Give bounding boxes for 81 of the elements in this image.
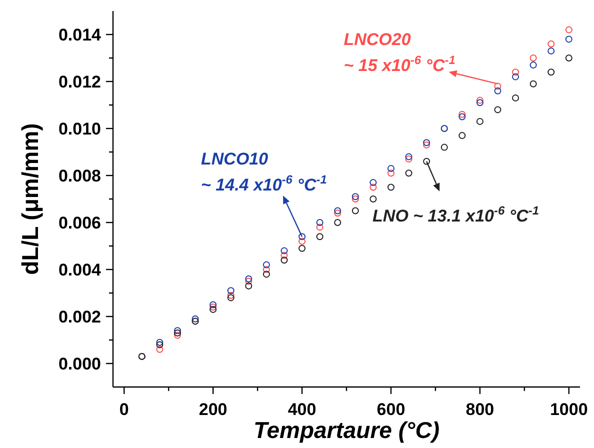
point xyxy=(530,80,537,88)
point xyxy=(192,315,199,322)
point xyxy=(227,292,234,299)
annotation: LNCO20 ~ 15 x10$^{-6}$ °C$^{-1}$ xyxy=(344,30,456,75)
point xyxy=(156,346,164,353)
point xyxy=(423,158,430,165)
point xyxy=(227,294,234,302)
point xyxy=(334,219,342,226)
point xyxy=(227,287,234,294)
y-tick-label: 0.002 xyxy=(58,308,101,326)
point xyxy=(210,301,217,308)
point xyxy=(298,238,306,245)
y-tick-label: 0.004 xyxy=(58,260,102,280)
point xyxy=(476,96,484,104)
point xyxy=(565,54,572,62)
point xyxy=(565,26,572,34)
point xyxy=(494,82,502,90)
point xyxy=(316,224,324,231)
x-tick-label: 200 xyxy=(198,400,228,419)
point xyxy=(548,47,555,54)
point xyxy=(316,233,324,240)
point xyxy=(262,270,270,278)
y-tick-label: 0.014 xyxy=(58,26,102,44)
y-tick-label: 0.006 xyxy=(58,214,101,232)
point xyxy=(405,170,412,177)
point xyxy=(530,54,537,62)
point xyxy=(352,196,359,202)
point xyxy=(494,106,502,114)
point xyxy=(387,184,394,191)
point xyxy=(298,233,306,240)
x-tick-label: 400 xyxy=(288,400,316,419)
point xyxy=(262,266,270,273)
y-axis-title: dL/L (μm/mm) xyxy=(17,123,44,275)
point xyxy=(156,341,164,348)
point xyxy=(530,62,537,69)
point xyxy=(387,170,394,177)
point xyxy=(512,73,520,80)
point xyxy=(458,113,466,120)
y-tick-label: 0.012 xyxy=(58,72,101,92)
annotation: LNO ~ 13.1 x10$^{-6}$ °C$^{-1}$ xyxy=(372,203,539,226)
y-tick-label: 0.010 xyxy=(58,120,101,138)
point xyxy=(512,94,520,102)
point xyxy=(476,99,484,106)
point xyxy=(156,338,164,346)
point xyxy=(370,196,377,202)
point xyxy=(512,68,520,76)
y-tick-label: 0.008 xyxy=(58,166,101,186)
x-axis-title: Tempartaure (°C) xyxy=(254,417,440,443)
point xyxy=(245,282,252,290)
point xyxy=(262,261,270,268)
point xyxy=(298,244,306,252)
point xyxy=(280,256,288,264)
point xyxy=(370,179,377,186)
point xyxy=(476,118,484,125)
point xyxy=(565,36,572,43)
x-tick-label: 1000 xyxy=(550,400,588,419)
point xyxy=(280,252,288,259)
point xyxy=(405,153,412,160)
point xyxy=(405,156,412,163)
point xyxy=(245,278,252,285)
point xyxy=(334,210,342,217)
point xyxy=(458,110,466,118)
point xyxy=(316,219,324,226)
point xyxy=(174,332,181,339)
point xyxy=(352,207,359,214)
annotation: LNCO10 ~ 14.4 x10$^{-6}$ °C$^{-1}$ xyxy=(201,150,327,195)
x-tick-label: 800 xyxy=(466,400,494,419)
point xyxy=(370,184,377,191)
x-tick-label: 600 xyxy=(376,400,406,419)
y-tick-label: 0.000 xyxy=(58,354,101,374)
point xyxy=(548,68,555,76)
point xyxy=(458,132,466,140)
point xyxy=(387,164,394,172)
point xyxy=(280,247,288,254)
point xyxy=(548,40,555,48)
point xyxy=(352,193,359,200)
point xyxy=(334,207,342,214)
point xyxy=(245,275,252,282)
x-tick-label: 0 xyxy=(119,400,129,419)
point xyxy=(494,87,502,94)
point xyxy=(440,144,448,151)
